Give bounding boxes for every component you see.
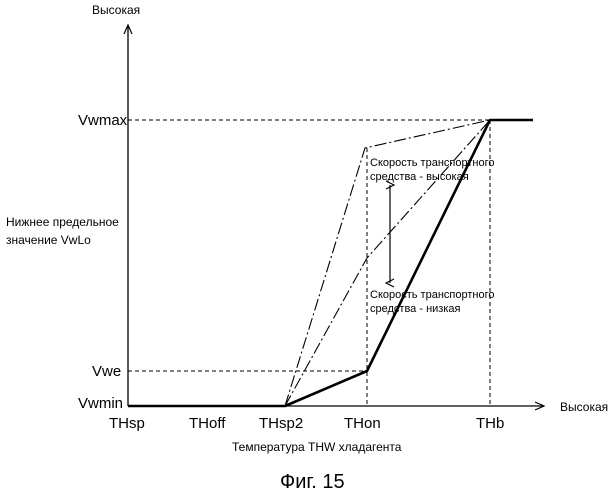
- x-tick-thb: THb: [476, 415, 504, 432]
- x-tick-thsp: THsp: [109, 415, 145, 432]
- y-axis-caption-line1: Нижнее предельное: [6, 215, 119, 229]
- x-tick-thsp2: THsp2: [259, 415, 303, 432]
- y-tick-vwe: Vwe: [92, 363, 121, 380]
- y-tick-vwmax: Vwmax: [78, 112, 128, 129]
- low-speed-note-line1: Скорость транспортного: [370, 289, 494, 301]
- y-axis-caption-line2: значение VwLo: [6, 233, 91, 247]
- x-tick-thon: THon: [344, 415, 381, 432]
- y-tick-vwmin: Vwmin: [78, 395, 123, 412]
- x-tick-thoff: THoff: [189, 415, 226, 432]
- x-axis-right-label: Высокая: [560, 400, 608, 414]
- figure-caption: Фиг. 15: [280, 471, 345, 493]
- y-axis-top-label: Высокая: [92, 3, 140, 17]
- high-speed-note-line1: Скорость транспортного: [370, 157, 494, 169]
- low-speed-note-line2: средства - низкая: [370, 303, 460, 315]
- high-speed-note-line2: средства - высокая: [370, 171, 469, 183]
- x-axis-caption: Температура THW хладагента: [232, 440, 402, 454]
